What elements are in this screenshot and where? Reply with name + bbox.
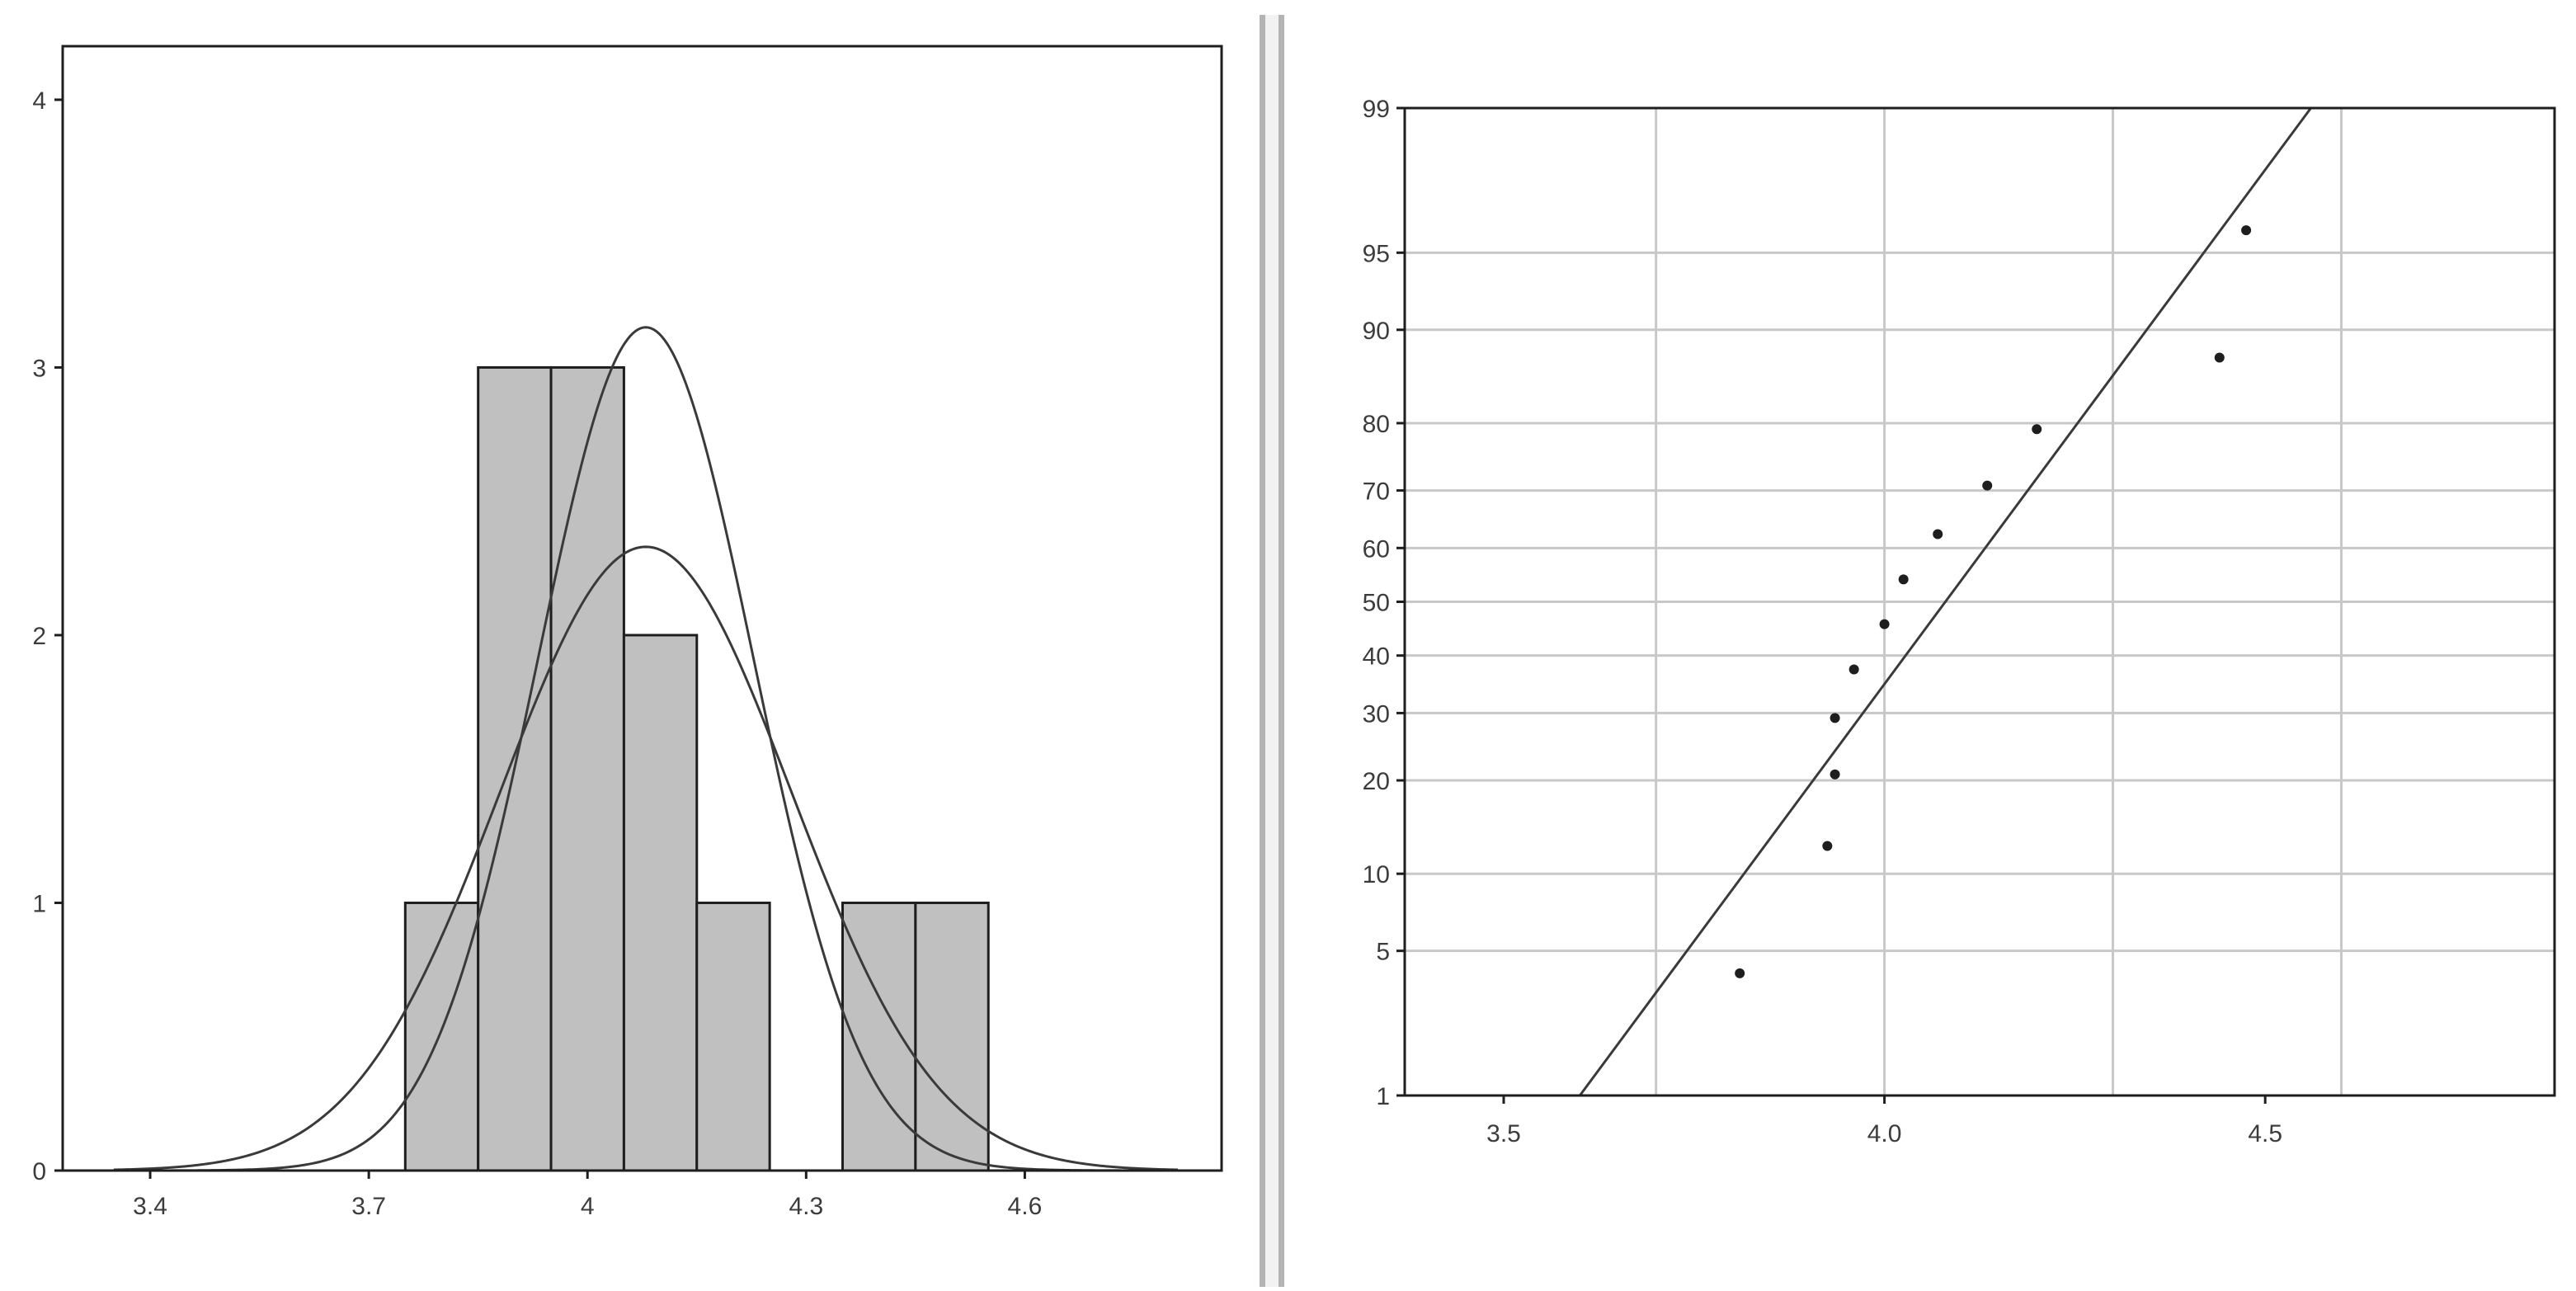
- normal-curve-1: [113, 326, 1178, 1172]
- x-tick-label: 3.5: [1486, 1120, 1521, 1147]
- data-point-11: [2241, 225, 2252, 236]
- histogram-bar-0: [403, 901, 480, 1172]
- y-tick-label: 95: [1363, 240, 1390, 267]
- y-tick-label: 0: [32, 1158, 46, 1185]
- data-point-8: [1982, 480, 1993, 491]
- y-tick-label: 50: [1363, 590, 1390, 617]
- data-point-10: [2214, 352, 2225, 363]
- x-tick-label: 4.6: [1008, 1193, 1043, 1220]
- data-point-6: [1898, 574, 1909, 585]
- y-tick-label: 1: [32, 890, 46, 917]
- y-tick-label: 20: [1363, 768, 1390, 795]
- data-point-1: [1822, 841, 1833, 851]
- panel-divider: [1260, 15, 1284, 1287]
- y-tick-label: 80: [1363, 411, 1390, 438]
- y-tick-label: 70: [1363, 478, 1390, 506]
- data-point-5: [1879, 619, 1890, 629]
- data-point-7: [1933, 529, 1943, 539]
- x-tick-label: 4.3: [789, 1193, 823, 1220]
- y-tick-label: 4: [32, 87, 46, 115]
- histogram-plot-frame: [61, 45, 1223, 1172]
- data-point-0: [1735, 968, 1745, 978]
- y-tick-label: 40: [1363, 643, 1390, 671]
- histogram-panel: 0 1 2 3 4 3.4 3.7 4 4.3 4.6: [32, 45, 1223, 1220]
- normal-curve-0: [113, 545, 1179, 1171]
- x-tick-label: 4.0: [1867, 1120, 1902, 1147]
- histogram-bar-2: [549, 365, 625, 1172]
- y-tick-label: 1: [1376, 1083, 1390, 1110]
- y-tick-label: 60: [1363, 535, 1390, 563]
- data-point-3: [1830, 713, 1840, 723]
- y-tick-label: 30: [1363, 700, 1390, 728]
- histogram-bar-6: [914, 901, 990, 1172]
- histogram-bar-4: [695, 901, 771, 1172]
- divider-right-bar: [1279, 15, 1284, 1287]
- y-tick-label: 3: [32, 355, 46, 382]
- y-tick-label: 10: [1363, 861, 1390, 888]
- x-tick-label: 3.7: [351, 1193, 386, 1220]
- x-tick-label: 4: [581, 1193, 595, 1220]
- y-tick-label: 99: [1363, 96, 1390, 123]
- fit-line: [1578, 108, 2313, 1095]
- x-tick-label: 3.4: [133, 1193, 167, 1220]
- divider-gap: [1265, 15, 1279, 1287]
- histogram-bar-3: [622, 634, 699, 1172]
- x-tick-label: 4.5: [2248, 1120, 2282, 1147]
- data-point-2: [1830, 769, 1840, 780]
- probability-plot-panel: 1 5 10 20 30 40 50 60 70 80 90 95 99 3.5 4.0 4.5: [1363, 96, 2556, 1147]
- y-tick-label: 90: [1363, 318, 1390, 345]
- divider-left-bar: [1260, 15, 1265, 1287]
- data-point-4: [1848, 664, 1859, 675]
- y-tick-label: 5: [1376, 939, 1390, 966]
- y-tick-label: 2: [32, 623, 46, 650]
- data-point-9: [2032, 424, 2042, 435]
